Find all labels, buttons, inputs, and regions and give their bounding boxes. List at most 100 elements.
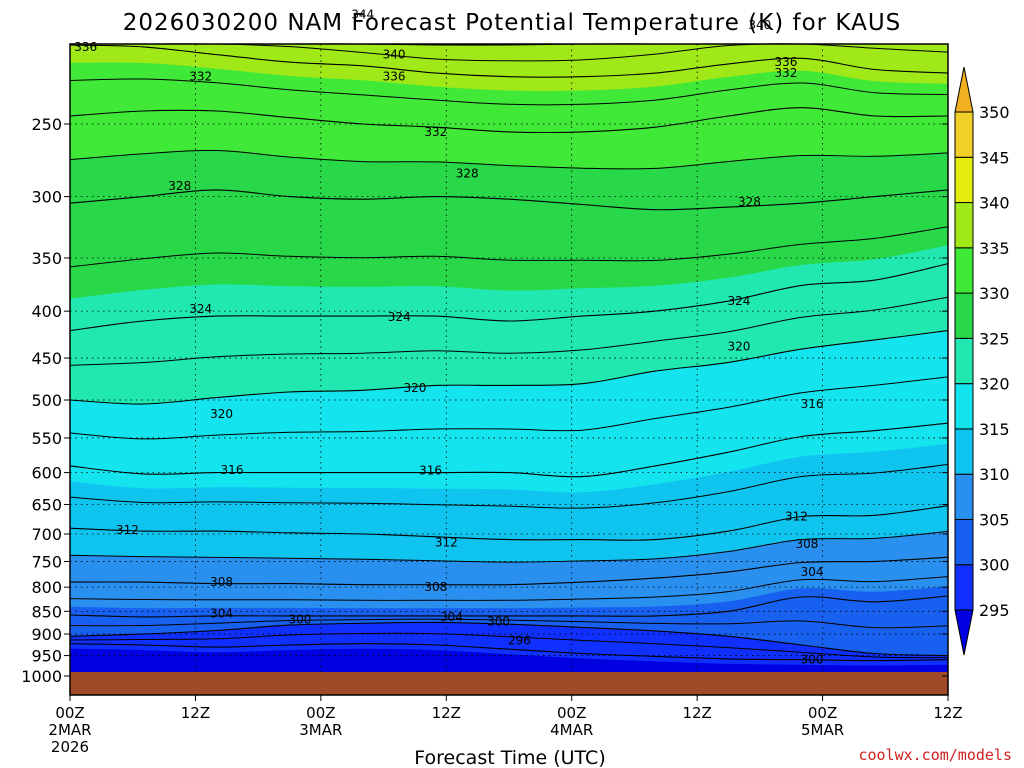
- contour-332: [69, 107, 949, 134]
- colorbar-tick-label: 330: [979, 284, 1010, 303]
- contour-320: [69, 330, 949, 405]
- colorbar-tick-label: 350: [979, 103, 1010, 122]
- y-tick-label: 400: [31, 302, 62, 321]
- colorbar-box-330: [954, 247, 974, 294]
- contour-label: 308: [424, 580, 447, 594]
- y-tick-label: 700: [31, 525, 62, 544]
- colorbar-box-295: [954, 564, 974, 611]
- colorbar-box-305: [954, 473, 974, 520]
- colorbar-box-300: [954, 518, 974, 566]
- x-tick-label: 12Z: [682, 704, 711, 722]
- contour-330: [69, 149, 949, 170]
- contour-label: 328: [456, 166, 479, 180]
- contour-328: [69, 189, 949, 211]
- contour-label: 332: [775, 66, 798, 80]
- contour-label: 308: [795, 537, 818, 551]
- contour-304: [69, 595, 949, 618]
- y-tick-label: 450: [31, 349, 62, 368]
- x-axis-label: Forecast Time (UTC): [414, 747, 605, 768]
- contour-label: 300: [288, 613, 311, 627]
- contour-label: 312: [116, 523, 139, 537]
- x-tick-label: 00Z: [55, 704, 84, 722]
- contour-label: 312: [435, 535, 458, 549]
- x-tick-label: 12Z: [432, 704, 461, 722]
- contour-310: [69, 530, 949, 563]
- contour-label: 336: [74, 40, 97, 54]
- contour-322: [69, 296, 949, 366]
- colorbar-box-340: [954, 156, 974, 204]
- colorbar-box-315: [954, 383, 974, 430]
- y-tick-label: 250: [31, 115, 62, 134]
- colorbar-tick-label: 325: [979, 329, 1010, 348]
- x-tick-label: 12Z: [933, 704, 962, 722]
- y-tick-label: 850: [31, 602, 62, 621]
- colorbar-box-320: [954, 337, 974, 385]
- x-tick-label: 2MAR: [48, 721, 91, 739]
- y-tick-label: 800: [31, 578, 62, 597]
- contour-label: 328: [738, 195, 761, 209]
- y-tick-label: 750: [31, 552, 62, 571]
- contour-318: [69, 376, 949, 440]
- contour-label: 312: [785, 510, 808, 524]
- contour-label: 320: [210, 407, 233, 421]
- y-tick-label: 900: [31, 625, 62, 644]
- contour-label: 304: [210, 607, 233, 621]
- grid-layer: [70, 44, 948, 672]
- contour-300: [69, 621, 949, 657]
- chart-title: 2026030200 NAM Forecast Potential Temper…: [123, 10, 902, 36]
- contour-label: 304: [801, 565, 824, 579]
- contour-label: 296: [508, 634, 531, 648]
- colorbar-tick-label: 335: [979, 239, 1010, 258]
- x-tick-label: 00Z: [808, 704, 837, 722]
- x-tick-label: 12Z: [181, 704, 210, 722]
- credit-text: coolwx.com/models: [858, 746, 1012, 764]
- contour-326: [69, 226, 949, 268]
- colorbar-low-triangle: [954, 609, 974, 656]
- contour-label: 300: [801, 653, 824, 667]
- contour-label: 332: [189, 70, 212, 84]
- colorbar-tick-label: 295: [979, 601, 1010, 620]
- y-tick-label: 550: [31, 429, 62, 448]
- y-tick-label: 300: [31, 188, 62, 207]
- colorbar-tick-label: 310: [979, 465, 1010, 484]
- colorbar-tick-label: 315: [979, 420, 1010, 439]
- contour-336: [69, 44, 949, 78]
- colorbar-tick-label: 340: [979, 194, 1010, 213]
- contour-label: 320: [403, 381, 426, 395]
- colorbar-box-335: [954, 202, 974, 249]
- x-tick-label: 00Z: [557, 704, 586, 722]
- colorbar-tick-label: 305: [979, 510, 1010, 529]
- colorbar-high-triangle: [954, 66, 974, 113]
- x-tick-label: 5MAR: [801, 721, 844, 739]
- x-tick-label: 3MAR: [299, 721, 342, 739]
- contour-label: 324: [727, 294, 750, 308]
- contour-306: [69, 576, 949, 601]
- contour-308: [69, 556, 949, 586]
- contour-label: 308: [210, 575, 233, 589]
- contour-324: [69, 263, 949, 332]
- ground-rect: [70, 672, 948, 695]
- contour-label: 324: [388, 310, 411, 324]
- plot-frame: [69, 43, 949, 696]
- contour-334: [69, 78, 949, 106]
- colorbar-tick-label: 345: [979, 148, 1010, 167]
- contour-314: [69, 463, 949, 509]
- contour-label: 328: [168, 179, 191, 193]
- colorbar-tick-label: 300: [979, 556, 1010, 575]
- contour-label: 300: [487, 614, 510, 628]
- y-tick-label: 600: [31, 464, 62, 483]
- ground-layer: [70, 672, 948, 695]
- contour-label: 304: [440, 610, 463, 624]
- y-tick-label: 500: [31, 391, 62, 410]
- y-tick-label: 350: [31, 249, 62, 268]
- contour-296: [69, 643, 949, 662]
- y-tick-label: 650: [31, 495, 62, 514]
- contour-label: 340: [748, 18, 771, 32]
- fill-band-335: [70, 44, 948, 91]
- x-tick-label: 2026: [51, 738, 89, 756]
- x-tick-label: 4MAR: [550, 721, 593, 739]
- y-tick-label: 950: [31, 647, 62, 666]
- y-axis: 250 300 350 400 450 500 550 600 650 700 750 800 850 9…: [21, 115, 948, 686]
